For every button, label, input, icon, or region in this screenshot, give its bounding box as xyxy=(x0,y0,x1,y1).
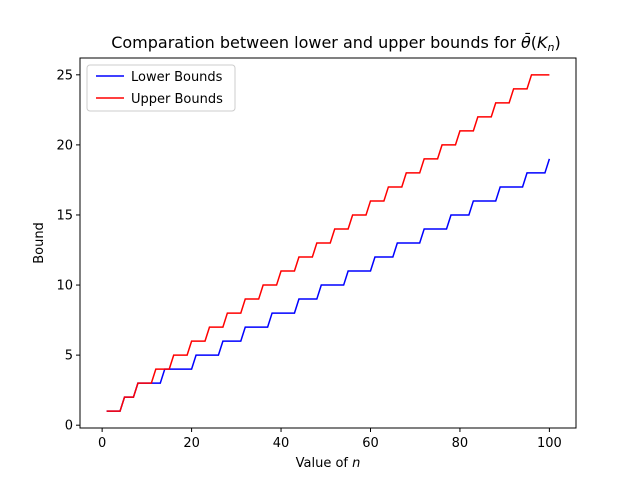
x-tick-label: 80 xyxy=(452,436,469,451)
x-axis-label: Value of n xyxy=(296,456,361,471)
series-layer xyxy=(106,74,551,412)
series-line-upper-bounds xyxy=(106,74,550,412)
chart-title: Comparation between lower and upper boun… xyxy=(111,33,561,54)
x-tick-label: 20 xyxy=(183,436,200,451)
x-axis-ticks: 0 20 40 60 80 100 xyxy=(98,428,562,451)
x-tick-label: 100 xyxy=(537,436,562,451)
y-axis-ticks: 0 5 10 15 20 25 xyxy=(56,68,80,434)
y-tick-label: 0 xyxy=(65,419,73,434)
plot-frame xyxy=(79,57,577,429)
y-axis-label: Bound xyxy=(32,222,47,264)
legend: Lower Bounds Upper Bounds xyxy=(86,64,236,112)
y-tick-label: 25 xyxy=(56,68,73,83)
y-tick-label: 20 xyxy=(56,138,73,153)
y-tick-label: 15 xyxy=(56,208,73,223)
y-tick-label: 10 xyxy=(56,279,73,294)
series-line-lower-bounds xyxy=(106,158,551,412)
y-tick-label: 5 xyxy=(65,349,73,364)
legend-label-upper-bounds: Upper Bounds xyxy=(131,92,223,107)
legend-label-lower-bounds: Lower Bounds xyxy=(131,70,223,85)
x-tick-label: 40 xyxy=(273,436,290,451)
x-tick-label: 0 xyxy=(98,436,106,451)
x-tick-label: 60 xyxy=(362,436,379,451)
